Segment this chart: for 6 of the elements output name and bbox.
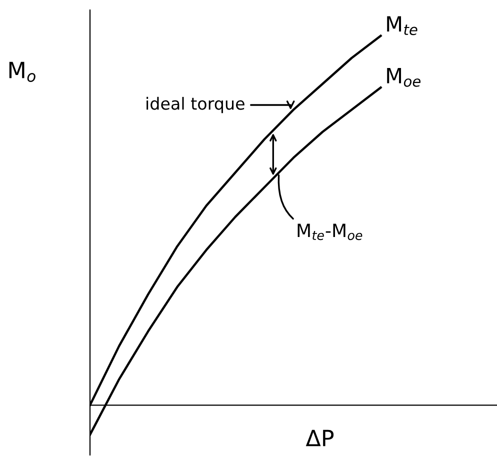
y-axis-title: M$_{o}$ (9, 62, 36, 82)
series-label: M$_{te}$ (387, 16, 418, 36)
annotation: M$_{te}$-M$_{oe}$ (298, 224, 362, 240)
series-label: M$_{oe}$ (387, 68, 420, 87)
annotation: ideal torque (146, 96, 244, 114)
x-axis-title: ΔP (306, 430, 334, 446)
